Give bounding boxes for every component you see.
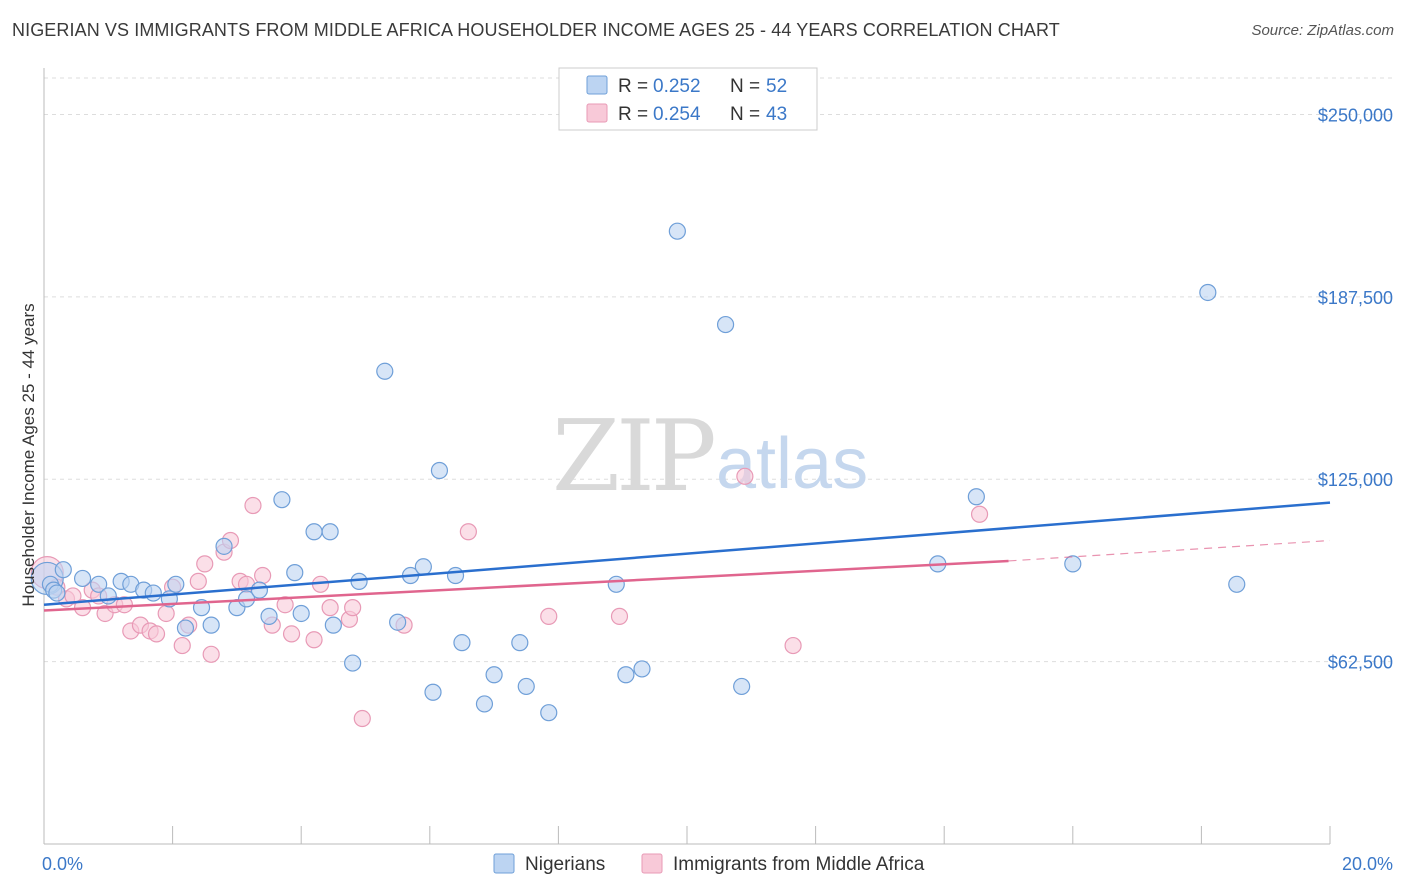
bottom-legend-label-nigerians: Nigerians (525, 854, 605, 875)
chart-title: NIGERIAN VS IMMIGRANTS FROM MIDDLE AFRIC… (12, 20, 1060, 40)
nigerians-point-43 (607, 575, 625, 593)
nigerians-point-30 (376, 362, 394, 380)
bottom-legend-swatch-immigrants (641, 853, 663, 874)
watermark-zip: ZIP (552, 400, 714, 514)
nigerians-point-5 (73, 569, 92, 588)
y-axis-label: Householder Income Ages 25 - 44 years (19, 303, 38, 606)
nigerians-point-37 (453, 634, 471, 652)
nigerians-point-41 (517, 677, 535, 696)
immigrants-point-35 (353, 709, 371, 728)
y-tick-label-2: $187,500 (1318, 288, 1393, 308)
nigerians-point-25 (305, 523, 323, 541)
nigerians-point-23 (286, 564, 304, 582)
immigrants-point-13 (147, 625, 166, 643)
chart-source: Source: ZipAtlas.com (1251, 22, 1394, 39)
legend-r-value-nigerians: 0.252 (653, 76, 701, 97)
nigerians-point-28 (344, 654, 362, 672)
y-tick-labels: $62,500 $125,000 $187,500 $250,000 (1318, 105, 1393, 672)
legend-swatch-immigrants (586, 103, 608, 123)
trend-line-nigerians (43, 501, 1331, 606)
nigerians-point-39 (485, 666, 503, 684)
nigerians-point-11 (144, 584, 162, 602)
nigerians-point-40 (511, 634, 529, 652)
nigerians-point-51 (1064, 555, 1082, 573)
nigerians-point-46 (668, 222, 686, 240)
legend: R = 0.252 N = 52 R = 0.254 N = 43 (558, 67, 818, 131)
nigerians-point-44 (617, 666, 635, 684)
nigerians-point-22 (273, 491, 291, 509)
immigrants-point-20 (202, 645, 220, 663)
nigerians-point-27 (324, 616, 342, 634)
nigerians-point-48 (733, 677, 751, 696)
legend-r-value-immigrants: 0.254 (653, 104, 701, 125)
nigerians-point-7 (99, 587, 117, 605)
immigrants-point-14 (157, 604, 175, 623)
nigerians-point-6 (90, 575, 108, 593)
nigerians-point-3 (48, 584, 66, 602)
immigrants-point-32 (321, 599, 339, 617)
legend-n-value-nigerians: 52 (766, 76, 787, 97)
legend-swatch-nigerians (586, 75, 608, 95)
trend-lines (43, 501, 1331, 612)
nigerians-point-45 (633, 660, 651, 678)
series-nigerians-points (30, 222, 1246, 722)
axes (43, 68, 1331, 845)
nigerians-point-26 (321, 523, 339, 541)
bottom-legend-label-immigrants: Immigrants from Middle Africa (673, 854, 925, 875)
legend-r-label-nigerians: R = (618, 76, 648, 97)
immigrants-point-25 (244, 496, 262, 515)
immigrants-point-26 (254, 566, 272, 585)
nigerians-point-17 (215, 537, 233, 555)
immigrants-point-19 (196, 555, 214, 573)
y-tick-label-0: $62,500 (1328, 653, 1393, 673)
nigerians-point-33 (414, 558, 432, 576)
nigerians-point-36 (446, 566, 465, 585)
x-tick-label-0: 0.0% (42, 854, 83, 874)
nigerians-point-24 (292, 604, 310, 623)
immigrants-point-37 (459, 523, 477, 541)
legend-n-label-immigrants: N = (730, 104, 760, 125)
bottom-legend: Nigerians Immigrants from Middle Africa (493, 853, 925, 875)
watermark-atlas: atlas (716, 424, 868, 504)
immigrants-point-29 (282, 625, 301, 643)
immigrants-point-30 (305, 631, 323, 649)
bottom-legend-swatch-nigerians (493, 853, 515, 874)
nigerians-point-34 (424, 683, 442, 701)
nigerians-point-31 (389, 613, 407, 631)
nigerians-point-42 (540, 704, 558, 722)
nigerians-point-21 (260, 607, 278, 625)
immigrants-point-41 (784, 636, 802, 655)
nigerians-point-53 (1228, 575, 1246, 593)
immigrants-point-40 (736, 467, 754, 485)
nigerians-point-4 (54, 561, 72, 579)
legend-n-value-immigrants: 43 (766, 104, 787, 125)
y-tick-label-1: $125,000 (1318, 470, 1393, 490)
nigerians-point-20 (250, 581, 269, 599)
immigrants-point-34 (344, 599, 362, 617)
immigrants-point-16 (173, 636, 191, 655)
x-tick-labels: 0.0% 20.0% (42, 854, 1393, 874)
y-tick-label-3: $250,000 (1318, 105, 1393, 125)
nigerians-point-49 (967, 488, 985, 506)
nigerians-point-47 (716, 315, 735, 334)
legend-r-label-immigrants: R = (618, 104, 648, 125)
immigrants-point-42 (970, 505, 989, 523)
immigrants-point-39 (610, 607, 629, 625)
nigerians-point-13 (167, 575, 185, 593)
immigrants-point-38 (540, 607, 558, 625)
x-tick-label-1: 20.0% (1342, 854, 1393, 874)
trend-line-immigrants-extension (1008, 539, 1331, 562)
nigerians-point-16 (202, 616, 220, 634)
immigrants-point-9 (115, 596, 133, 614)
trend-line-immigrants (43, 559, 1009, 612)
grid-lines (44, 77, 1394, 663)
nigerians-point-52 (1199, 283, 1217, 302)
nigerians-point-35 (430, 461, 449, 480)
nigerians-point-38 (475, 695, 494, 713)
legend-n-label-nigerians: N = (730, 76, 760, 97)
nigerians-point-14 (176, 619, 195, 637)
immigrants-point-28 (276, 596, 294, 614)
immigrants-point-18 (189, 572, 207, 590)
